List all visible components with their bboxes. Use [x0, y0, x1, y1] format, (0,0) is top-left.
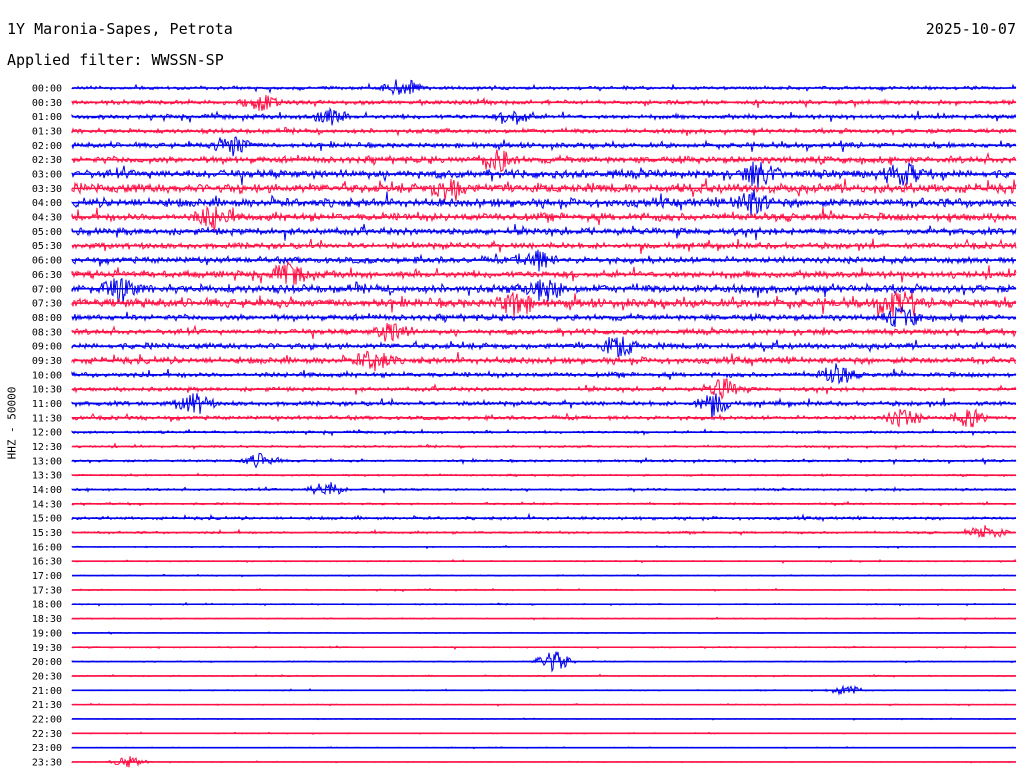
row-time-label: 20:30	[32, 671, 62, 682]
row-time-label: 17:00	[32, 571, 62, 582]
row-time-label: 11:00	[32, 399, 62, 410]
row-time-label: 05:00	[32, 227, 62, 238]
trace-row-0630	[71, 260, 1017, 285]
row-time-label: 10:30	[32, 385, 62, 396]
row-time-label: 17:30	[32, 585, 62, 596]
row-time-label: 00:00	[32, 84, 62, 95]
row-time-label: 13:00	[32, 456, 62, 467]
trace-row-0330	[71, 178, 1017, 202]
row-time-label: 01:00	[32, 112, 62, 123]
row-time-label: 20:00	[32, 657, 62, 668]
row-time-label: 13:30	[32, 471, 62, 482]
row-time-label: 03:30	[32, 184, 62, 195]
trace-row-0000	[71, 79, 1017, 96]
row-time-label: 18:30	[32, 614, 62, 625]
row-time-label: 16:30	[32, 557, 62, 568]
trace-row-0200	[71, 136, 1017, 157]
trace-row-1000	[71, 363, 1017, 385]
trace-row-1530	[71, 525, 1017, 539]
row-time-label: 15:30	[32, 528, 62, 539]
row-time-label: 22:00	[32, 714, 62, 725]
row-time-label: 19:30	[32, 643, 62, 654]
row-time-label: 16:00	[32, 542, 62, 553]
row-time-label: 18:00	[32, 600, 62, 611]
row-time-label: 02:30	[32, 155, 62, 166]
record-date: 2025-10-07	[925, 20, 1016, 38]
row-time-label: 04:30	[32, 213, 62, 224]
row-time-label: 19:00	[32, 628, 62, 639]
row-time-label: 12:00	[32, 428, 62, 439]
trace-row-1400	[71, 482, 1017, 496]
row-time-label: 03:00	[32, 170, 62, 181]
trace-row-0730	[71, 291, 1017, 318]
row-time-label: 05:30	[32, 241, 62, 252]
row-time-label: 10:00	[32, 370, 62, 381]
row-time-label: 02:00	[32, 141, 62, 152]
row-time-label: 15:00	[32, 514, 62, 525]
row-time-label: 09:30	[32, 356, 62, 367]
row-time-label: 11:30	[32, 413, 62, 424]
row-time-label: 08:30	[32, 327, 62, 338]
filter-label: Applied filter: WWSSN-SP	[7, 51, 224, 69]
row-time-label: 23:00	[32, 743, 62, 754]
row-time-label: 21:00	[32, 686, 62, 697]
row-time-label: 23:30	[32, 757, 62, 768]
row-time-label: 14:30	[32, 499, 62, 510]
row-time-label: 00:30	[32, 98, 62, 109]
row-time-label: 04:00	[32, 198, 62, 209]
row-time-label: 06:00	[32, 256, 62, 267]
row-time-label: 21:30	[32, 700, 62, 711]
row-time-label: 22:30	[32, 729, 62, 740]
row-time-label: 06:30	[32, 270, 62, 281]
trace-row-0300	[71, 161, 1017, 189]
row-time-label: 14:00	[32, 485, 62, 496]
row-time-label: 07:30	[32, 299, 62, 310]
row-time-label: 07:00	[32, 284, 62, 295]
trace-row-0430	[71, 205, 1017, 232]
row-time-label: 08:00	[32, 313, 62, 324]
row-time-label: 09:00	[32, 342, 62, 353]
station-title: 1Y Maronia-Sapes, Petrota	[7, 20, 233, 38]
row-time-label: 01:30	[32, 127, 62, 138]
trace-row-1100	[71, 393, 1017, 420]
row-time-label: 12:30	[32, 442, 62, 453]
